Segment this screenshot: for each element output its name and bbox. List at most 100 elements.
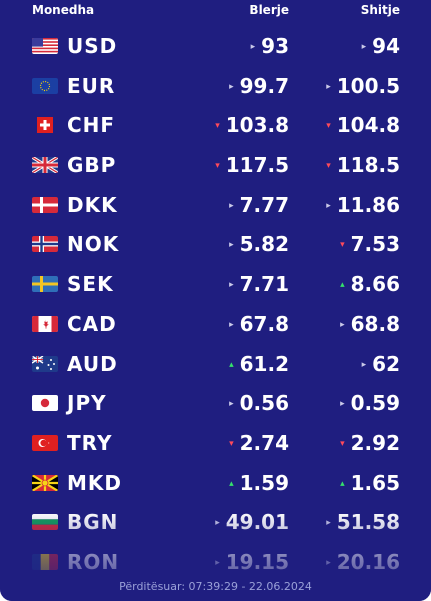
sell-rate: ▸ 20.16 bbox=[326, 550, 400, 574]
sell-rate: ▾ 7.53 bbox=[340, 232, 400, 256]
sell-value: 0.59 bbox=[350, 391, 400, 416]
sell-value: 11.86 bbox=[336, 192, 400, 217]
currency-code: CAD bbox=[67, 311, 117, 336]
trend-neutral-icon: ▸ bbox=[229, 319, 234, 330]
currency-code: RON bbox=[67, 549, 120, 574]
trend-down-icon: ▾ bbox=[326, 161, 331, 172]
mk-flag-icon bbox=[32, 474, 58, 491]
currency-code: NOK bbox=[67, 232, 120, 257]
sell-value: 104.8 bbox=[336, 113, 400, 138]
currency-code: BGN bbox=[67, 510, 119, 535]
buy-value: 93 bbox=[261, 34, 289, 58]
dk-flag-icon bbox=[32, 196, 58, 213]
buy-value: 99.7 bbox=[239, 73, 289, 98]
buy-value: 67.8 bbox=[239, 311, 289, 336]
rate-row-ron: RON ▸ 19.15 ▸ 20.16 bbox=[0, 542, 431, 582]
sell-rate: ▸ 68.8 bbox=[340, 312, 400, 336]
se-flag-icon bbox=[32, 276, 58, 293]
currency-code: SEK bbox=[67, 272, 114, 297]
rates-list: USD ▸ 93 ▸ 94 EUR ▸ 99.7 ▸ 100.5 CHF ▾ 103.8 ▾ 104.8 GB… bbox=[0, 26, 431, 582]
sell-rate: ▸ 0.59 bbox=[340, 391, 400, 415]
sell-rate: ▸ 11.86 bbox=[326, 193, 400, 217]
buy-value: 5.82 bbox=[239, 232, 289, 257]
buy-value: 117.5 bbox=[225, 153, 289, 178]
rate-row-usd: USD ▸ 93 ▸ 94 bbox=[0, 26, 431, 66]
sell-value: 2.92 bbox=[350, 430, 400, 455]
currency-code: TRY bbox=[67, 430, 113, 455]
sell-value: 51.58 bbox=[336, 510, 400, 535]
rate-row-nok: NOK ▸ 5.82 ▾ 7.53 bbox=[0, 224, 431, 264]
trend-up-icon: ▴ bbox=[229, 478, 234, 489]
currency-code: USD bbox=[67, 34, 118, 58]
buy-value: 49.01 bbox=[225, 510, 289, 535]
gb-flag-icon bbox=[32, 157, 58, 174]
eu-flag-icon bbox=[32, 77, 58, 94]
trend-down-icon: ▾ bbox=[340, 438, 345, 449]
table-header: Monedha Blerje Shitje bbox=[0, 0, 431, 24]
currency-code: EUR bbox=[67, 73, 116, 98]
buy-rate: ▸ 0.56 bbox=[229, 391, 289, 415]
bg-flag-icon bbox=[32, 514, 58, 531]
sell-rate: ▸ 100.5 bbox=[326, 74, 400, 98]
trend-neutral-icon: ▸ bbox=[229, 280, 234, 291]
rate-row-aud: AUD ▴ 61.2 ▸ 62 bbox=[0, 344, 431, 384]
rate-row-jpy: JPY ▸ 0.56 ▸ 0.59 bbox=[0, 383, 431, 423]
tr-flag-icon bbox=[32, 434, 58, 451]
trend-down-icon: ▾ bbox=[326, 121, 331, 132]
trend-up-icon: ▴ bbox=[229, 359, 234, 370]
trend-up-icon: ▴ bbox=[340, 280, 345, 291]
rate-row-gbp: GBP ▾ 117.5 ▾ 118.5 bbox=[0, 145, 431, 185]
trend-neutral-icon: ▸ bbox=[361, 42, 367, 52]
sell-value: 62 bbox=[372, 351, 400, 376]
sell-rate: ▸ 94 bbox=[362, 34, 400, 58]
header-buy: Blerje bbox=[249, 3, 289, 17]
sell-value: 100.5 bbox=[336, 73, 400, 98]
rate-row-chf: CHF ▾ 103.8 ▾ 104.8 bbox=[0, 105, 431, 145]
trend-up-icon: ▴ bbox=[340, 478, 345, 489]
buy-value: 61.2 bbox=[239, 351, 289, 376]
trend-neutral-icon: ▸ bbox=[326, 518, 331, 529]
trend-neutral-icon: ▸ bbox=[215, 518, 220, 529]
sell-value: 7.53 bbox=[350, 232, 400, 257]
trend-neutral-icon: ▸ bbox=[340, 319, 345, 330]
buy-rate: ▸ 99.7 bbox=[229, 74, 289, 98]
trend-neutral-icon: ▸ bbox=[229, 81, 234, 92]
trend-neutral-icon: ▸ bbox=[326, 557, 331, 568]
buy-rate: ▸ 49.01 bbox=[215, 510, 289, 534]
trend-neutral-icon: ▸ bbox=[229, 240, 234, 251]
sell-rate: ▴ 1.65 bbox=[340, 471, 400, 495]
buy-rate: ▴ 61.2 bbox=[229, 352, 289, 376]
rate-row-sek: SEK ▸ 7.71 ▴ 8.66 bbox=[0, 264, 431, 304]
currency-code: MKD bbox=[67, 470, 123, 495]
buy-value: 19.15 bbox=[225, 549, 289, 574]
sell-rate: ▸ 62 bbox=[362, 352, 400, 376]
trend-down-icon: ▾ bbox=[340, 240, 345, 251]
sell-rate: ▾ 118.5 bbox=[326, 153, 400, 177]
buy-rate: ▸ 7.77 bbox=[229, 193, 289, 217]
sell-value: 68.8 bbox=[350, 311, 400, 336]
trend-down-icon: ▾ bbox=[229, 438, 234, 449]
buy-rate: ▾ 103.8 bbox=[215, 113, 289, 137]
buy-value: 7.77 bbox=[239, 192, 289, 217]
rate-row-mkd: MKD ▴ 1.59 ▴ 1.65 bbox=[0, 463, 431, 503]
trend-neutral-icon: ▸ bbox=[326, 81, 331, 92]
trend-neutral-icon: ▸ bbox=[340, 399, 345, 410]
sell-rate: ▴ 8.66 bbox=[340, 272, 400, 296]
trend-neutral-icon: ▸ bbox=[229, 399, 234, 410]
sell-value: 118.5 bbox=[336, 153, 400, 178]
buy-rate: ▸ 19.15 bbox=[215, 550, 289, 574]
currency-code: GBP bbox=[67, 153, 117, 178]
currency-code: DKK bbox=[67, 192, 118, 217]
buy-value: 2.74 bbox=[239, 430, 289, 455]
buy-rate: ▾ 2.74 bbox=[229, 431, 289, 455]
ca-flag-icon bbox=[32, 315, 58, 332]
jp-flag-icon bbox=[32, 395, 58, 412]
rate-row-eur: EUR ▸ 99.7 ▸ 100.5 bbox=[0, 66, 431, 106]
sell-rate: ▾ 2.92 bbox=[340, 431, 400, 455]
buy-value: 103.8 bbox=[225, 113, 289, 138]
rate-row-bgn: BGN ▸ 49.01 ▸ 51.58 bbox=[0, 502, 431, 542]
trend-down-icon: ▾ bbox=[215, 121, 220, 132]
buy-value: 7.71 bbox=[239, 272, 289, 297]
buy-rate: ▸ 67.8 bbox=[229, 312, 289, 336]
